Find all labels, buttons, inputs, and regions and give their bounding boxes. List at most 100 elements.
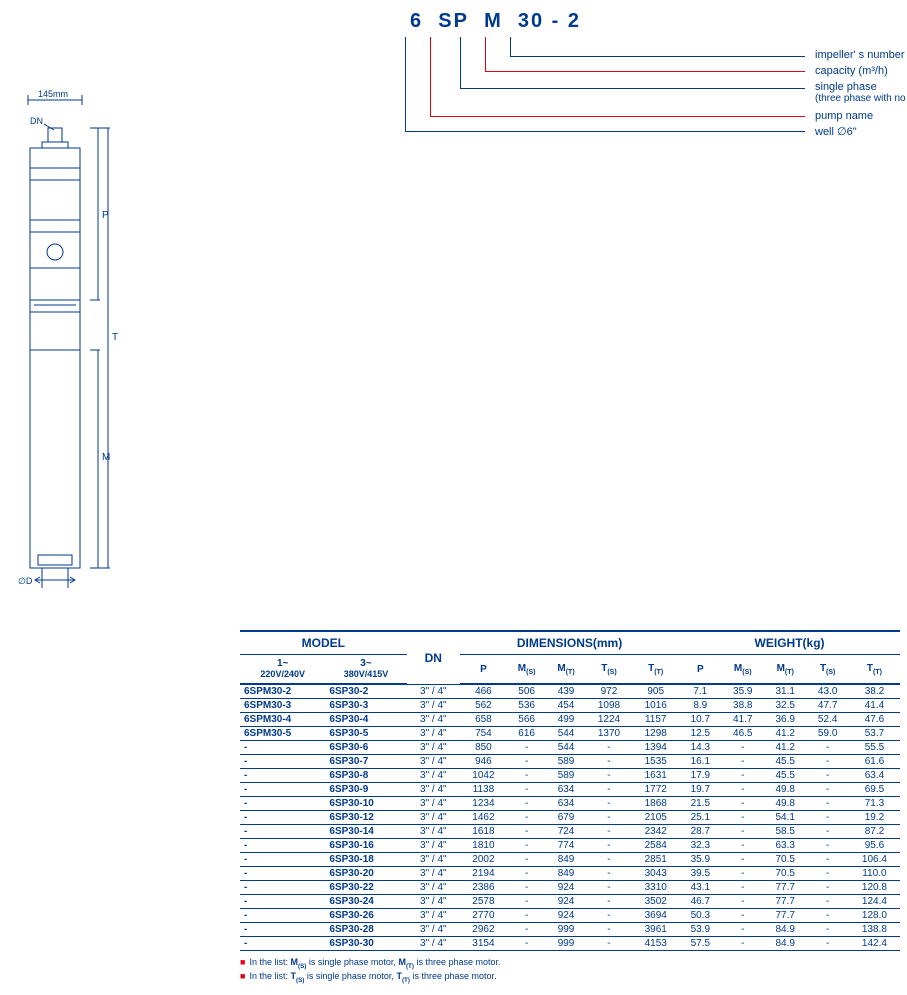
cell-dTs: - [586, 755, 633, 769]
cell-dTt: 1868 [632, 797, 679, 811]
cell-m3: 6SP30-18 [325, 853, 406, 867]
cell-dMt: 499 [546, 713, 585, 727]
cell-dTt: 3502 [632, 895, 679, 909]
cell-wTt: 53.7 [849, 727, 900, 741]
cell-dMt: 544 [546, 727, 585, 741]
cell-m1: - [240, 825, 325, 839]
cell-dn: 3" / 4" [407, 783, 460, 797]
cell-dTs: - [586, 811, 633, 825]
cell-dMs: - [507, 769, 547, 783]
th-3phase: 3~380V/415V [325, 655, 406, 685]
cell-wMt: 54.1 [764, 811, 806, 825]
cell-dTt: 905 [632, 684, 679, 699]
dim-t: T [112, 332, 118, 343]
cell-dP: 466 [460, 684, 507, 699]
dim-m: M [102, 452, 110, 463]
cell-dMt: 634 [546, 783, 585, 797]
table-row: -6SP30-163" / 4"1810-774-258432.3-63.3-9… [240, 839, 900, 853]
cell-wMs: - [722, 839, 764, 853]
table-row: -6SP30-203" / 4"2194-849-304339.5-70.5-1… [240, 867, 900, 881]
cell-wTt: 61.6 [849, 755, 900, 769]
cell-wMt: 32.5 [764, 699, 806, 713]
th-dim-mt: M(T) [546, 655, 585, 685]
th-w-mt: M(T) [764, 655, 806, 685]
model-code: 6 SP M 30 - 2 [400, 10, 897, 33]
th-dim-ts: T(S) [586, 655, 633, 685]
cell-dn: 3" / 4" [407, 839, 460, 853]
cell-wTt: 95.6 [849, 839, 900, 853]
cell-wMs: - [722, 825, 764, 839]
table-row: -6SP30-303" / 4"3154-999-415357.5-84.9-1… [240, 937, 900, 951]
cell-dP: 850 [460, 741, 507, 755]
th-w-ms: M(S) [722, 655, 764, 685]
cell-dn: 3" / 4" [407, 867, 460, 881]
cell-dMs: - [507, 741, 547, 755]
cell-dP: 1810 [460, 839, 507, 853]
cell-dTt: 2105 [632, 811, 679, 825]
cell-dP: 658 [460, 713, 507, 727]
cell-dMs: - [507, 825, 547, 839]
cell-dTs: 972 [586, 684, 633, 699]
cell-dP: 2962 [460, 923, 507, 937]
cell-dMs: - [507, 923, 547, 937]
cell-wMt: 41.2 [764, 741, 806, 755]
cell-m1: - [240, 923, 325, 937]
cell-dP: 1618 [460, 825, 507, 839]
cell-dMt: 924 [546, 881, 585, 895]
cell-dn: 3" / 4" [407, 769, 460, 783]
code-capacity: 30 [518, 10, 544, 32]
cell-wTt: 106.4 [849, 853, 900, 867]
cell-wMs: 35.9 [722, 684, 764, 699]
cell-dMs: - [507, 755, 547, 769]
footnotes: ■In the list: M(S) is single phase motor… [240, 957, 897, 984]
cell-wMs: 41.7 [722, 713, 764, 727]
cell-dn: 3" / 4" [407, 881, 460, 895]
cell-dMs: - [507, 881, 547, 895]
cell-wTs: 52.4 [806, 713, 848, 727]
cell-m1: - [240, 741, 325, 755]
cell-dMs: - [507, 909, 547, 923]
cell-dn: 3" / 4" [407, 797, 460, 811]
cell-wTs: 43.0 [806, 684, 848, 699]
table-row: -6SP30-103" / 4"1234-634-186821.5-49.8-7… [240, 797, 900, 811]
cell-m3: 6SP30-3 [325, 699, 406, 713]
table-row: 6SPM30-36SP30-33" / 4"562536454109810168… [240, 699, 900, 713]
cell-wMt: 49.8 [764, 797, 806, 811]
cell-dTs: - [586, 825, 633, 839]
cell-dn: 3" / 4" [407, 741, 460, 755]
cell-dMt: 544 [546, 741, 585, 755]
cell-wP: 53.9 [679, 923, 721, 937]
cell-wTt: 124.4 [849, 895, 900, 909]
cell-dTt: 2342 [632, 825, 679, 839]
footnote-total: ■In the list: T(S) is single phase motor… [240, 971, 897, 984]
table-row: -6SP30-183" / 4"2002-849-285135.9-70.5-1… [240, 853, 900, 867]
cell-wTt: 63.4 [849, 769, 900, 783]
cell-m1: - [240, 937, 325, 951]
cell-dMt: 634 [546, 797, 585, 811]
cell-m1: 6SPM30-2 [240, 684, 325, 699]
cell-wP: 17.9 [679, 769, 721, 783]
cell-m1: - [240, 769, 325, 783]
cell-wP: 12.5 [679, 727, 721, 741]
cell-dn: 3" / 4" [407, 699, 460, 713]
table-row: -6SP30-123" / 4"1462-679-210525.1-54.1-1… [240, 811, 900, 825]
cell-dTt: 1016 [632, 699, 679, 713]
cell-dTs: - [586, 909, 633, 923]
dim-145mm: 145mm [38, 90, 68, 99]
cell-dMt: 849 [546, 867, 585, 881]
cell-wTs: - [806, 853, 848, 867]
code-phase: M [484, 10, 503, 32]
cell-m3: 6SP30-6 [325, 741, 406, 755]
cell-m3: 6SP30-5 [325, 727, 406, 741]
cell-m1: - [240, 909, 325, 923]
code-impeller: 2 [568, 10, 581, 32]
table-row: -6SP30-73" / 4"946-589-153516.1-45.5-61.… [240, 755, 900, 769]
cell-m3: 6SP30-24 [325, 895, 406, 909]
cell-wTs: - [806, 741, 848, 755]
cell-wMs: - [722, 867, 764, 881]
cell-m3: 6SP30-2 [325, 684, 406, 699]
cell-dMs: 566 [507, 713, 547, 727]
cell-dTt: 1535 [632, 755, 679, 769]
cell-wTt: 19.2 [849, 811, 900, 825]
cell-m3: 6SP30-16 [325, 839, 406, 853]
